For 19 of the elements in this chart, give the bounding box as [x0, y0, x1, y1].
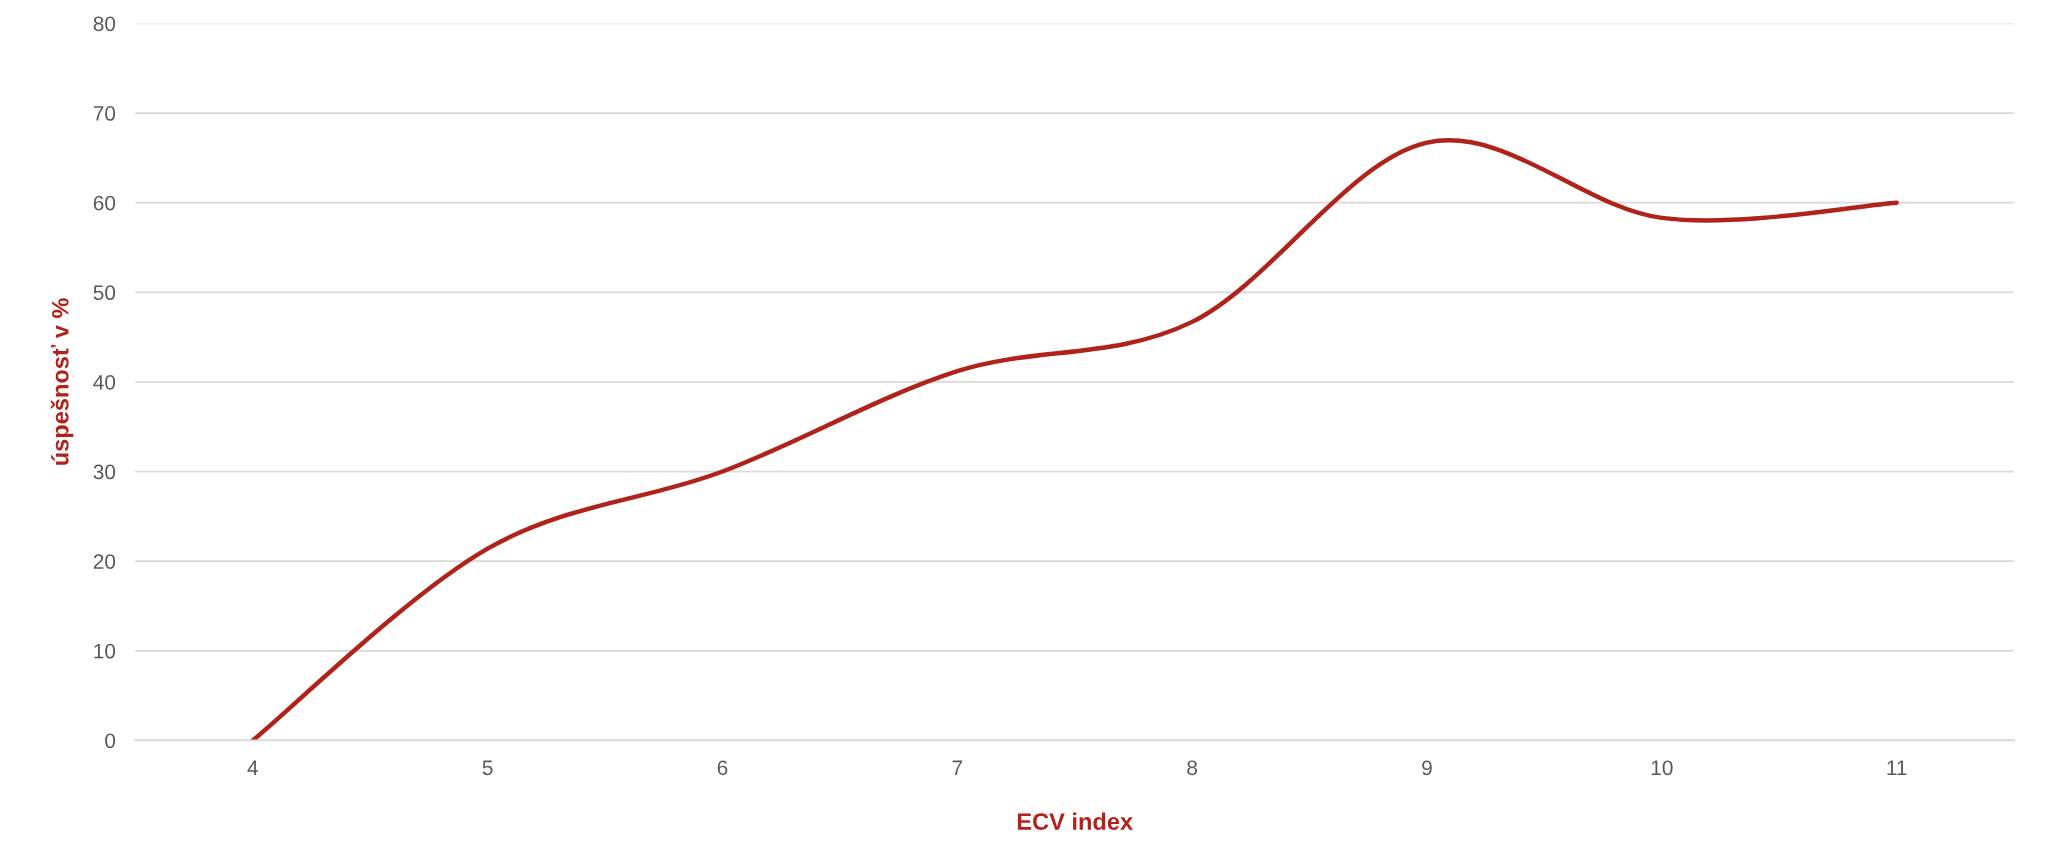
- y-tick-label: 30: [93, 464, 116, 480]
- x-tick-label: 7: [952, 760, 963, 775]
- x-tick-label: 5: [482, 760, 493, 776]
- x-tick-label: 4: [247, 760, 258, 775]
- y-tick-label: 80: [93, 16, 116, 32]
- y-tick-label: 20: [93, 554, 116, 569]
- y-tick-label: 60: [93, 195, 116, 211]
- x-tick-label: 8: [1187, 760, 1198, 776]
- x-tick-label: 10: [1651, 760, 1673, 776]
- y-tick-label: 50: [93, 285, 116, 301]
- x-tick-label: 6: [717, 760, 728, 776]
- x-axis-title: ECV index: [1017, 812, 1133, 830]
- y-tick-label: 70: [93, 106, 116, 121]
- x-tick-label: 11: [1887, 760, 1907, 775]
- x-tick-label: 9: [1422, 760, 1432, 776]
- y-tick-label: 40: [93, 374, 116, 390]
- y-tick-label: 0: [105, 733, 116, 749]
- y-tick-label: 10: [94, 643, 116, 659]
- y-axis-title: úspešnosť v %: [50, 298, 74, 465]
